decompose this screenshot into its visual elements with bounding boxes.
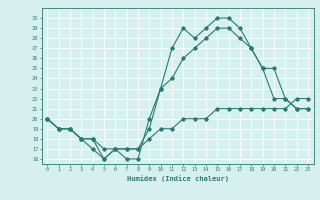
X-axis label: Humidex (Indice chaleur): Humidex (Indice chaleur) bbox=[127, 175, 228, 182]
